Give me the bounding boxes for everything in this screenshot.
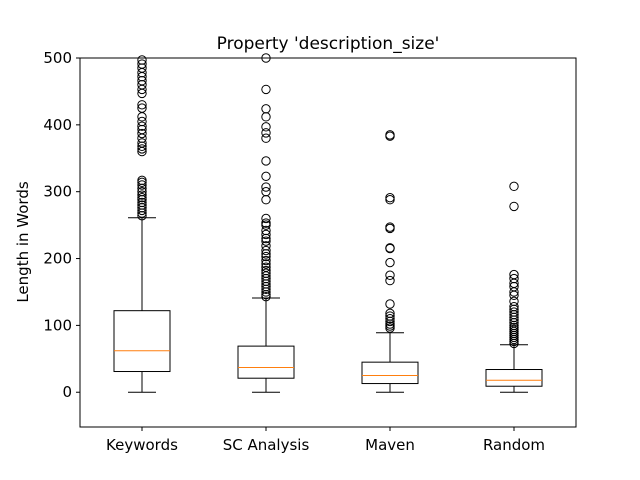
outlier-point	[385, 243, 395, 253]
outlier-point	[137, 103, 147, 113]
outlier-point	[261, 128, 271, 138]
outlier-point	[137, 175, 147, 186]
outlier-point	[261, 236, 271, 246]
outlier-point	[137, 55, 147, 65]
box-iqr	[237, 345, 295, 379]
outlier-point	[385, 275, 395, 286]
boxplot-4	[485, 181, 543, 393]
axes-frame	[79, 57, 577, 428]
outlier-point	[385, 130, 395, 140]
outlier-point	[137, 193, 147, 203]
outlier-point	[509, 301, 519, 312]
y-tick-label: 500	[43, 49, 72, 67]
outlier-point	[137, 144, 147, 154]
y-tick-label: 300	[43, 183, 72, 201]
outlier-point	[261, 225, 271, 236]
outlier-point	[261, 262, 271, 272]
x-tick-label: Maven	[365, 436, 415, 454]
outlier-point	[261, 122, 271, 132]
outlier-point	[385, 311, 395, 321]
outlier-point	[385, 257, 395, 268]
outlier-point	[137, 138, 147, 148]
outlier-point	[261, 182, 271, 192]
boxplot-1	[113, 55, 171, 393]
outlier-point	[261, 186, 271, 197]
chart-title: Property 'description_size'	[217, 34, 440, 54]
outlier-point	[385, 299, 395, 309]
outlier-point	[137, 180, 147, 190]
y-tick-label: 400	[43, 116, 72, 134]
outlier-point	[137, 190, 147, 200]
outlier-point	[137, 100, 147, 110]
y-tick-label: 200	[43, 250, 72, 268]
outlier-point	[261, 268, 271, 278]
outlier-point	[137, 59, 147, 69]
outlier-point	[137, 200, 147, 210]
outlier-point	[385, 222, 395, 232]
box-iqr	[361, 361, 419, 385]
x-tick-label: SC Analysis	[223, 436, 310, 454]
outlier-point	[261, 133, 271, 143]
y-axis-label: Length in Words	[14, 181, 32, 303]
outlier-point	[509, 296, 519, 307]
boxplot-3	[361, 130, 419, 393]
outlier-point	[261, 171, 271, 182]
outlier-point	[137, 197, 147, 208]
outlier-point	[261, 218, 271, 228]
outlier-point	[509, 307, 519, 317]
box-iqr	[113, 310, 171, 373]
outlier-point	[261, 265, 271, 276]
outlier-point	[509, 181, 519, 192]
outlier-point	[137, 186, 147, 197]
outlier-point	[261, 84, 271, 95]
x-tick-label: Random	[483, 436, 545, 454]
outlier-point	[261, 255, 271, 266]
outlier-point	[385, 193, 395, 203]
outlier-point	[261, 156, 271, 166]
y-tick-label: 100	[43, 316, 72, 334]
outlier-point	[385, 308, 395, 319]
outlier-point	[261, 241, 271, 251]
boxplot-2	[237, 53, 295, 393]
outlier-point	[137, 121, 147, 131]
x-tick-label: Keywords	[106, 436, 178, 454]
outlier-point	[385, 314, 395, 324]
outlier-point	[509, 269, 519, 280]
outlier-point	[385, 270, 395, 280]
outlier-point	[137, 128, 147, 139]
plot-area: 0 100 200 300 400 500 Keywords SC Analysis Maven…	[43, 49, 577, 454]
outlier-point	[509, 273, 519, 284]
outlier-point	[261, 245, 271, 256]
box-iqr	[485, 369, 543, 387]
outlier-point	[261, 104, 271, 114]
outlier-point	[509, 201, 519, 212]
outlier-point	[261, 259, 271, 269]
outlier-point	[261, 229, 271, 240]
outlier-point	[261, 251, 271, 262]
y-tick-label: 0	[62, 383, 72, 401]
outlier-point	[137, 116, 147, 127]
outlier-point	[261, 213, 271, 224]
